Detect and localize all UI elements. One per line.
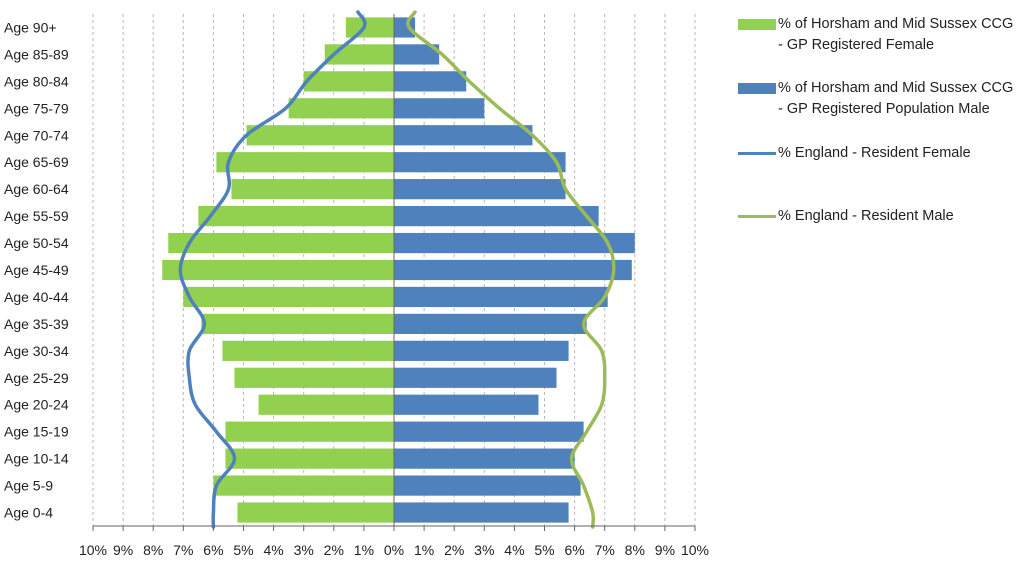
x-tick-label: 4% — [504, 542, 524, 558]
age-label-age-50-54: Age 50-54 — [4, 235, 69, 251]
x-tick-label: 8% — [143, 542, 163, 558]
female-bar-age-80-84 — [303, 71, 394, 92]
legend-label-female-registered: % of Horsham and Mid Sussex CCG - GP Reg… — [778, 16, 1014, 53]
x-tick-label: 5% — [233, 542, 253, 558]
legend-swatch-male-line — [738, 215, 776, 218]
england-female-line — [178, 10, 367, 529]
age-label-age-25-29: Age 25-29 — [4, 370, 69, 386]
female-bar-age-45-49 — [162, 259, 394, 281]
male-bar-age-5-9 — [394, 475, 581, 496]
age-label-age-60-64: Age 60-64 — [4, 181, 69, 197]
age-label-age-0-4: Age 0-4 — [4, 505, 53, 521]
legend-swatch-female-line — [738, 152, 776, 155]
age-label-age-15-19: Age 15-19 — [4, 424, 69, 440]
female-bar-age-70-74 — [246, 125, 394, 146]
x-tick-label: 1% — [414, 542, 434, 558]
male-bar-age-80-84 — [394, 71, 467, 92]
male-bar-age-40-44 — [394, 286, 608, 308]
male-bar-age-45-49 — [394, 259, 632, 281]
male-bar-age-10-14 — [394, 448, 575, 469]
female-bar-age-30-34 — [222, 340, 394, 361]
england-lines — [178, 10, 616, 529]
male-bar-age-55-59 — [394, 206, 599, 227]
female-bar-age-50-54 — [168, 232, 394, 254]
x-tick-label: 2% — [444, 542, 464, 558]
female-bar-age-55-59 — [198, 206, 394, 227]
male-bar-age-25-29 — [394, 367, 557, 388]
female-bar-age-5-9 — [213, 475, 394, 496]
female-bar-age-10-14 — [225, 448, 394, 469]
age-label-age-85-89: Age 85-89 — [4, 46, 69, 62]
female-bar-age-75-79 — [288, 98, 394, 119]
axes — [92, 14, 696, 531]
legend-item-england-male: % England - Resident Male — [738, 206, 1018, 227]
x-tick-label: 10% — [681, 542, 709, 558]
population-pyramid-chart: Age 0-4 Age 5-9 Age 10-14 Age 15-19 Age 20-2… — [4, 10, 709, 558]
age-label-age-40-44: Age 40-44 — [4, 289, 69, 305]
female-bar-age-35-39 — [201, 313, 394, 334]
male-bar-age-75-79 — [394, 98, 485, 119]
female-bar-age-90plus — [345, 17, 394, 38]
age-label-age-35-39: Age 35-39 — [4, 316, 69, 332]
x-tick-label: 8% — [625, 542, 645, 558]
male-bar-age-90plus — [394, 17, 416, 38]
legend-swatch-female-bar — [738, 19, 776, 30]
male-bar-age-15-19 — [394, 421, 584, 442]
x-tick-label: 3% — [474, 542, 494, 558]
x-tick-label: 9% — [655, 542, 675, 558]
female-bar-age-25-29 — [234, 367, 394, 388]
male-bar-age-70-74 — [394, 125, 533, 146]
female-bar-age-15-19 — [225, 421, 394, 442]
age-label-age-5-9: Age 5-9 — [4, 478, 53, 494]
x-tick-label: 4% — [263, 542, 283, 558]
x-tick-label: 9% — [113, 542, 133, 558]
age-label-age-45-49: Age 45-49 — [4, 262, 69, 278]
age-label-age-65-69: Age 65-69 — [4, 154, 69, 170]
female-bar-age-40-44 — [183, 286, 394, 308]
age-label-age-75-79: Age 75-79 — [4, 100, 69, 116]
x-tick-label: 3% — [294, 542, 314, 558]
male-bar-age-30-34 — [394, 340, 569, 361]
legend-label-england-male: % England - Resident Male — [778, 208, 954, 224]
male-bar-age-35-39 — [394, 313, 587, 334]
x-tick-label: 1% — [354, 542, 374, 558]
x-axis-tick-labels: 10% 9% 8% 7% 6% 5% 4% 3% 2% 1% 0% 1% 2% 3% 4% 5% 6% 7% 8% 9… — [79, 542, 709, 558]
male-bar-age-65-69 — [394, 152, 566, 173]
england-male-line — [406, 10, 616, 529]
x-tick-label: 6% — [203, 542, 223, 558]
age-label-age-90plus: Age 90+ — [4, 19, 57, 35]
female-bar-age-20-24 — [258, 394, 394, 415]
age-label-age-20-24: Age 20-24 — [4, 397, 69, 413]
x-tick-label: 7% — [173, 542, 193, 558]
age-label-age-30-34: Age 30-34 — [4, 343, 69, 359]
legend-label-england-female: % England - Resident Female — [778, 145, 971, 161]
x-tick-label: 10% — [79, 542, 107, 558]
male-bar-age-85-89 — [394, 44, 440, 65]
female-bar-age-60-64 — [231, 179, 394, 200]
male-bar-age-20-24 — [394, 394, 539, 415]
x-tick-label: 5% — [534, 542, 554, 558]
legend-swatch-male-bar — [738, 83, 776, 94]
legend-item-england-female: % England - Resident Female — [738, 143, 1018, 164]
x-tick-label: 6% — [564, 542, 584, 558]
age-label-age-80-84: Age 80-84 — [4, 73, 69, 89]
age-group-labels: Age 0-4 Age 5-9 Age 10-14 Age 15-19 Age 20-2… — [4, 19, 69, 520]
male-bar-age-0-4 — [394, 502, 569, 523]
x-tick-label: 0% — [384, 542, 404, 558]
x-tick-label: 7% — [595, 542, 615, 558]
legend-label-male-registered: % of Horsham and Mid Sussex CCG - GP Reg… — [778, 80, 1014, 117]
age-label-age-70-74: Age 70-74 — [4, 127, 69, 143]
age-label-age-10-14: Age 10-14 — [4, 451, 69, 467]
legend-item-male-registered: % of Horsham and Mid Sussex CCG - GP Reg… — [738, 78, 1018, 120]
male-bar-age-50-54 — [394, 232, 635, 254]
x-tick-label: 2% — [324, 542, 344, 558]
age-label-age-55-59: Age 55-59 — [4, 208, 69, 224]
legend-item-female-registered: % of Horsham and Mid Sussex CCG - GP Reg… — [738, 14, 1018, 56]
female-bar-age-65-69 — [216, 152, 394, 173]
male-bar-age-60-64 — [394, 179, 566, 200]
bars — [162, 17, 635, 523]
female-bar-age-0-4 — [237, 502, 394, 523]
